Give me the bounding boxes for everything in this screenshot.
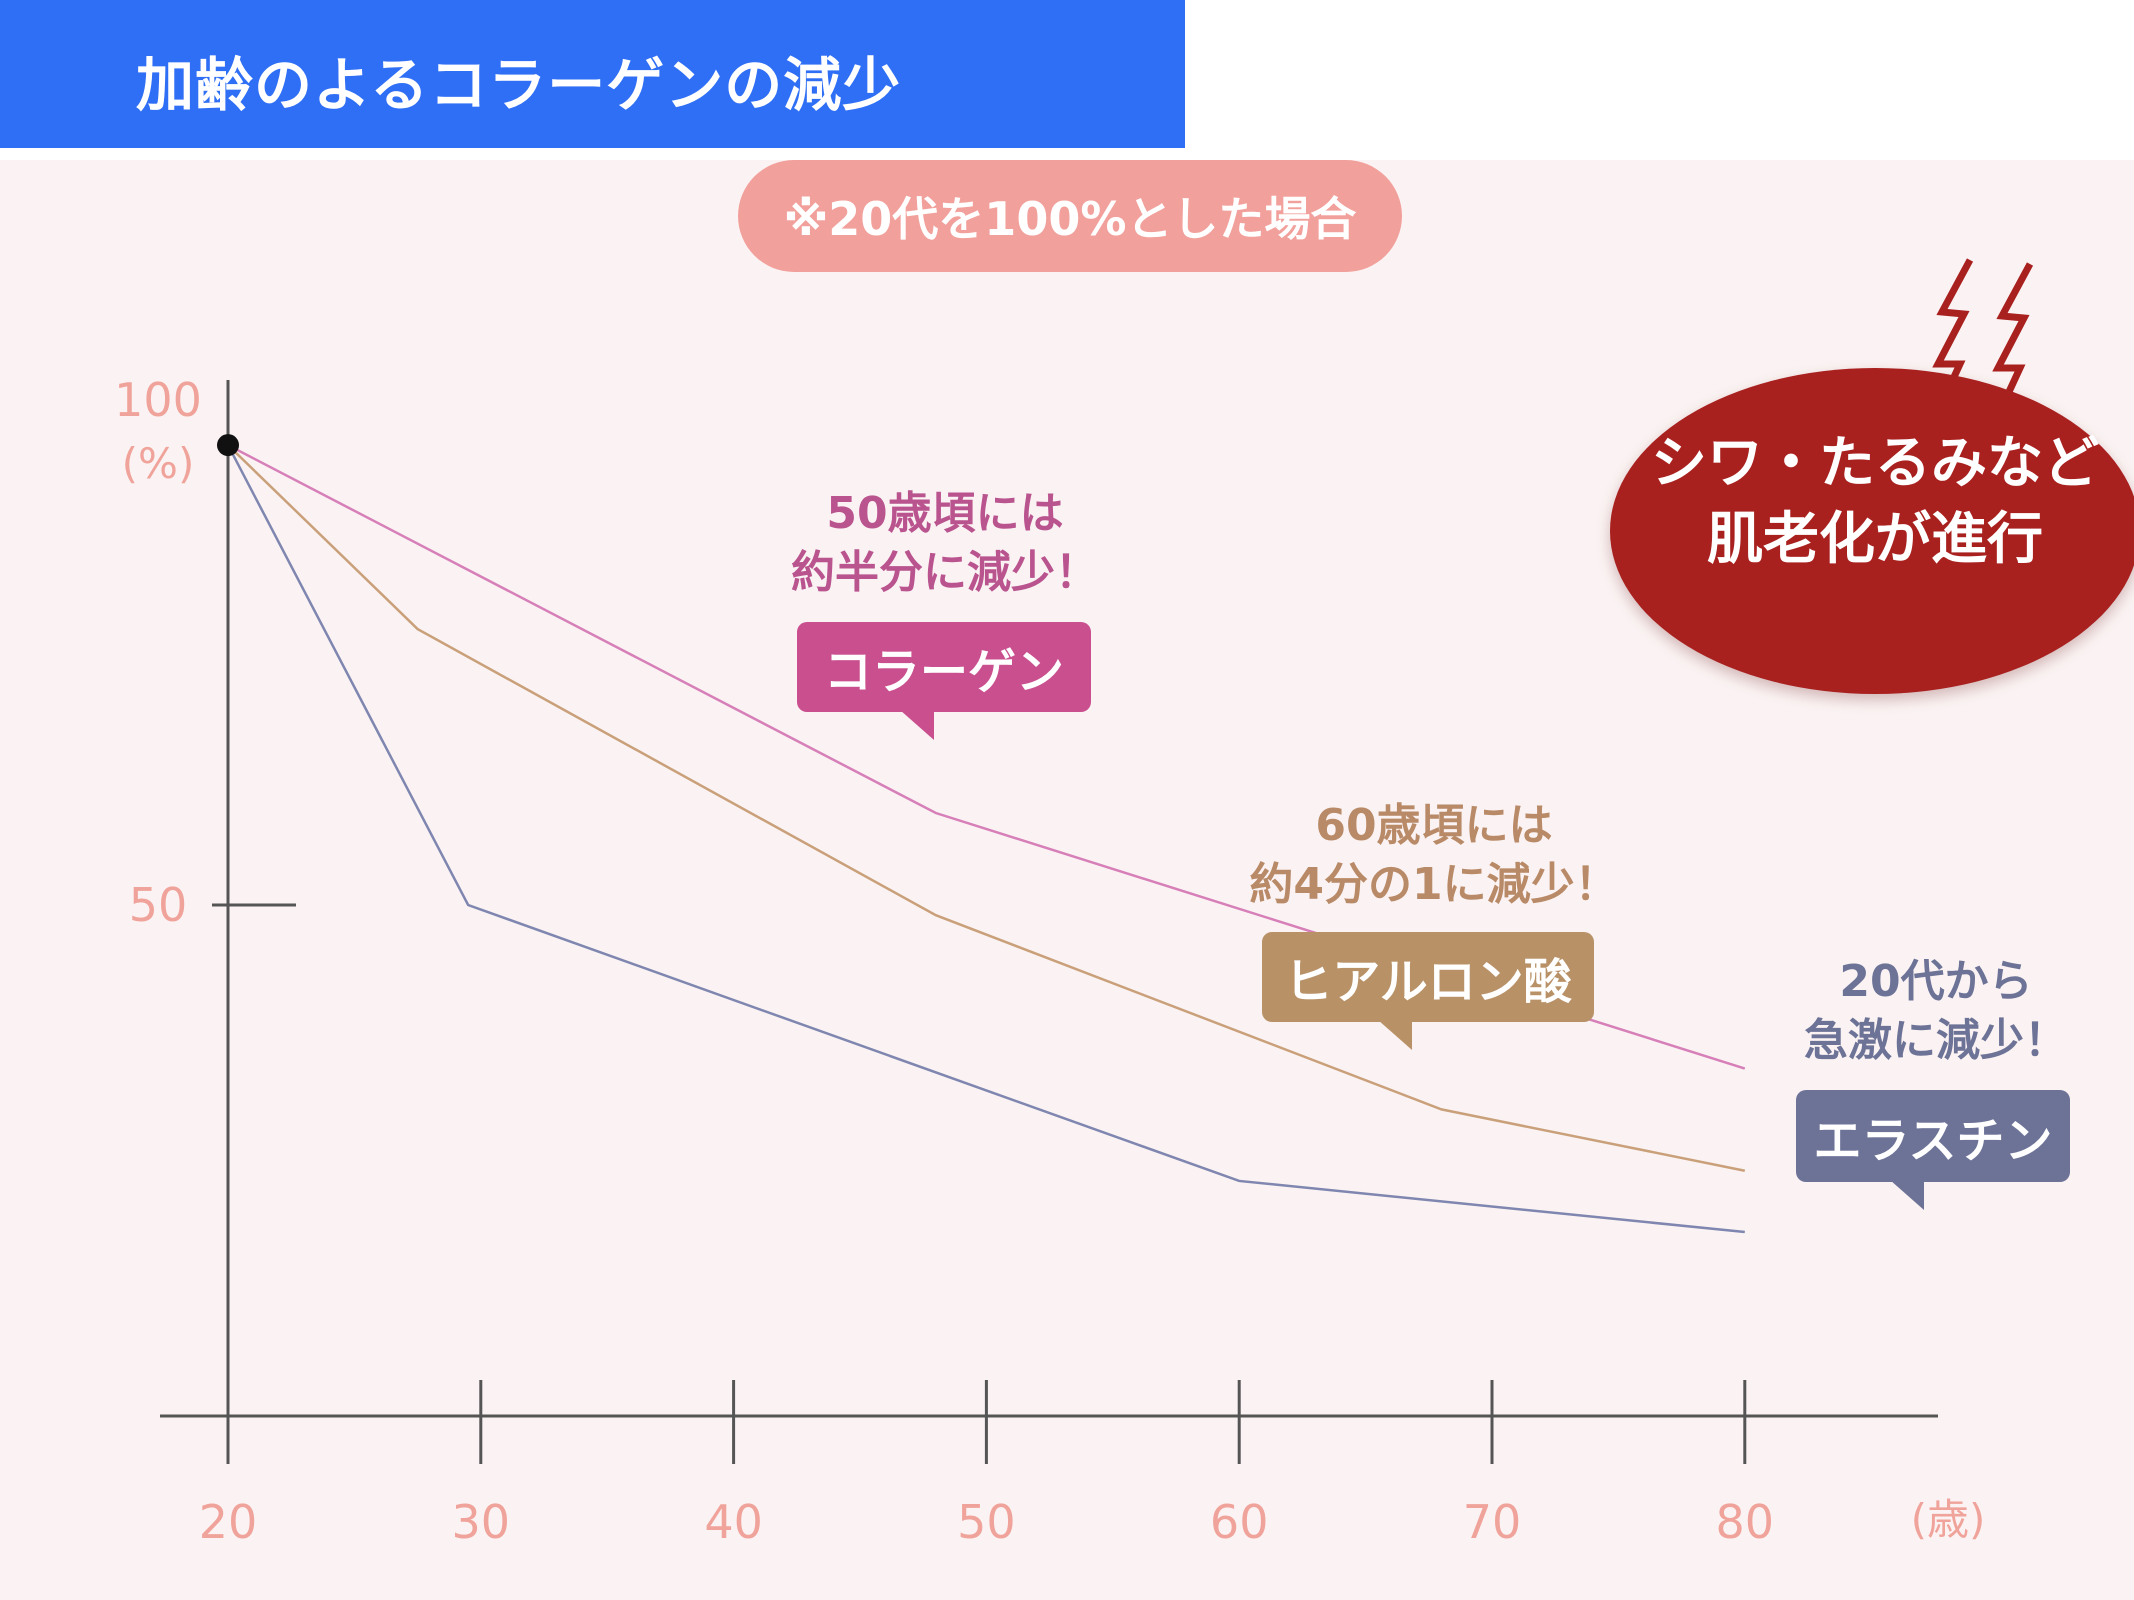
page-title: 加齢のよるコラーゲンの減少 [136, 51, 902, 119]
collagen-tag-pointer [900, 710, 934, 740]
start-point-marker [217, 434, 239, 457]
hyaluronic-callout-line1: 60歳頃には [1315, 800, 1553, 851]
x-tick-label: 30 [452, 1495, 511, 1549]
warning-text: シワ・たるみなど 肌老化が進行 [1610, 426, 2134, 577]
x-tick-label: 80 [1716, 1495, 1775, 1549]
warning-line1: シワ・たるみなど [1651, 431, 2099, 496]
elastin-tag: エラスチン [1796, 1090, 2070, 1182]
collagen-callout-line1: 50歳頃には [826, 488, 1064, 539]
y-tick-label: 50 [129, 878, 188, 932]
warning-bubble: シワ・たるみなど 肌老化が進行 [1610, 368, 2134, 694]
elastin-callout-line1: 20代から [1839, 956, 2033, 1007]
hyaluronic-tag-pointer [1378, 1020, 1412, 1050]
hyaluronic-line [227, 444, 1746, 1172]
y-tick-label: 100 [114, 373, 202, 427]
x-tick-label: 20 [199, 1495, 258, 1549]
lightning-icon [1932, 258, 2034, 422]
hyaluronic-callout-line2: 約4分の1に減少！ [1249, 859, 1619, 911]
collagen-callout-line2: 約半分に減少！ [791, 547, 1099, 599]
hyaluronic-callout: 60歳頃には 約4分の1に減少！ [1238, 796, 1630, 915]
x-axis-label: (歳) [1911, 1495, 1986, 1544]
elastin-callout-line2: 急激に減少！ [1804, 1015, 2068, 1067]
elastin-line [226, 444, 1745, 1234]
x-tick-label: 50 [957, 1495, 1016, 1549]
hyaluronic-tag: ヒアルロン酸 [1262, 932, 1594, 1022]
x-tick-label: 60 [1210, 1495, 1269, 1549]
header-bar: 加齢のよるコラーゲンの減少 [0, 0, 1185, 148]
collagen-callout: 50歳頃には 約半分に減少！ [780, 484, 1110, 603]
x-tick-label: 40 [704, 1495, 763, 1549]
elastin-tag-pointer [1890, 1180, 1924, 1210]
note-pill: ※20代を100%とした場合 [738, 160, 1402, 272]
collagen-tag: コラーゲン [797, 622, 1091, 712]
x-tick-label: 70 [1463, 1495, 1522, 1549]
note-text: ※20代を100%とした場合 [783, 192, 1357, 246]
y-axis-label: (%) [122, 439, 195, 488]
elastin-callout: 20代から 急激に減少！ [1796, 952, 2076, 1071]
warning-line2: 肌老化が進行 [1707, 506, 2043, 572]
